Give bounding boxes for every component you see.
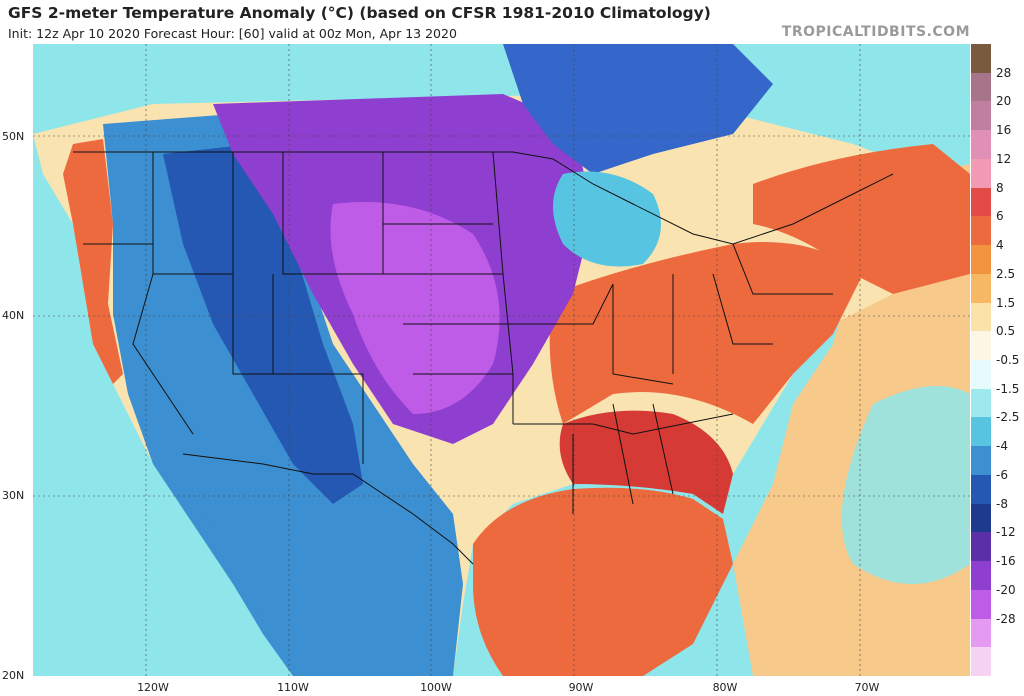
atlantic-cool-patch xyxy=(841,386,970,584)
colorbar-segment xyxy=(971,561,991,591)
colorbar-label: -2.5 xyxy=(996,410,1020,425)
colorbar-label: 8 xyxy=(996,180,1004,195)
colorbar-segment xyxy=(971,589,991,620)
anomaly-map xyxy=(33,44,970,676)
colorbar-label: -16 xyxy=(996,554,1016,569)
plains-violet-core xyxy=(330,202,500,414)
colorbar-segment xyxy=(971,360,991,390)
colorbar-segment xyxy=(971,647,991,677)
lon-label-90w: 90W xyxy=(568,681,594,694)
colorbar-label: 6 xyxy=(996,209,1004,224)
colorbar-segment xyxy=(971,245,991,275)
colorbar-label: 16 xyxy=(996,123,1012,138)
colorbar-segment xyxy=(971,446,991,476)
colorbar-label: 4 xyxy=(996,238,1004,253)
colorbar-label: -0.5 xyxy=(996,353,1020,367)
colorbar-segment xyxy=(971,273,991,304)
map-subtitle: Init: 12z Apr 10 2020 Forecast Hour: [60… xyxy=(8,26,457,41)
colorbar xyxy=(971,44,991,677)
colorbar-segment xyxy=(971,44,991,74)
colorbar-segment xyxy=(971,618,991,648)
northeast-warm-anomaly xyxy=(753,144,970,294)
graticule xyxy=(33,44,970,676)
political-borders xyxy=(73,151,894,565)
colorbar-segment xyxy=(971,331,991,361)
colorbar-segment xyxy=(971,158,991,189)
lat-label-40n: 40N xyxy=(2,309,25,322)
colorbar-label: -20 xyxy=(996,582,1016,597)
lat-label-50n: 50N xyxy=(2,130,25,143)
colorbar-segment xyxy=(971,130,991,160)
colorbar-label: 0.5 xyxy=(996,324,1016,339)
great-lakes-cool-patch xyxy=(553,171,661,267)
lat-label-30n: 30N xyxy=(2,489,25,502)
colorbar-label: -28 xyxy=(996,611,1016,626)
colorbar-label: -12 xyxy=(996,525,1016,540)
map-title: GFS 2-meter Temperature Anomaly (°C) (ba… xyxy=(8,4,711,22)
colorbar-label: -8 xyxy=(996,496,1008,511)
colorbar-label: 2.5 xyxy=(996,266,1016,281)
pacific-coast-warm-strip xyxy=(63,139,123,384)
colorbar-label: -1.5 xyxy=(996,381,1020,396)
lon-label-110w: 110W xyxy=(277,681,309,694)
colorbar-label: 12 xyxy=(996,151,1012,166)
rockies-cold-anomaly xyxy=(163,144,363,504)
colorbar-segment xyxy=(971,503,991,533)
baja-cool-strip xyxy=(193,464,293,644)
colorbar-segment xyxy=(971,72,991,102)
lon-label-80w: 80W xyxy=(712,681,738,694)
colorbar-label: 20 xyxy=(996,94,1012,109)
gulf-of-mexico xyxy=(473,487,733,676)
brand-watermark[interactable]: TROPICALTIDBITS.COM xyxy=(781,24,970,40)
lat-label-20n: 20N xyxy=(2,669,25,682)
southeast-hot-anomaly xyxy=(559,410,733,514)
colorbar-segment xyxy=(971,388,991,418)
colorbar-segment xyxy=(971,187,991,217)
colorbar-label: -4 xyxy=(996,439,1008,454)
lon-label-100w: 100W xyxy=(420,681,452,694)
colorbar-segment xyxy=(971,101,991,131)
canada-cold-anomaly xyxy=(503,44,773,174)
colorbar-label: 1.5 xyxy=(996,295,1016,310)
colorbar-label: -6 xyxy=(996,467,1008,482)
colorbar-segment xyxy=(971,474,991,505)
colorbar-segment xyxy=(971,302,991,332)
colorbar-segment xyxy=(971,532,991,562)
lon-label-70w: 70W xyxy=(854,681,880,694)
eastern-warm-anomaly xyxy=(549,242,863,424)
colorbar-label: 28 xyxy=(996,65,1012,80)
colorbar-segment xyxy=(971,417,991,447)
anomaly-map-svg xyxy=(33,44,970,676)
colorbar-segment xyxy=(971,216,991,246)
lon-label-120w: 120W xyxy=(137,681,169,694)
